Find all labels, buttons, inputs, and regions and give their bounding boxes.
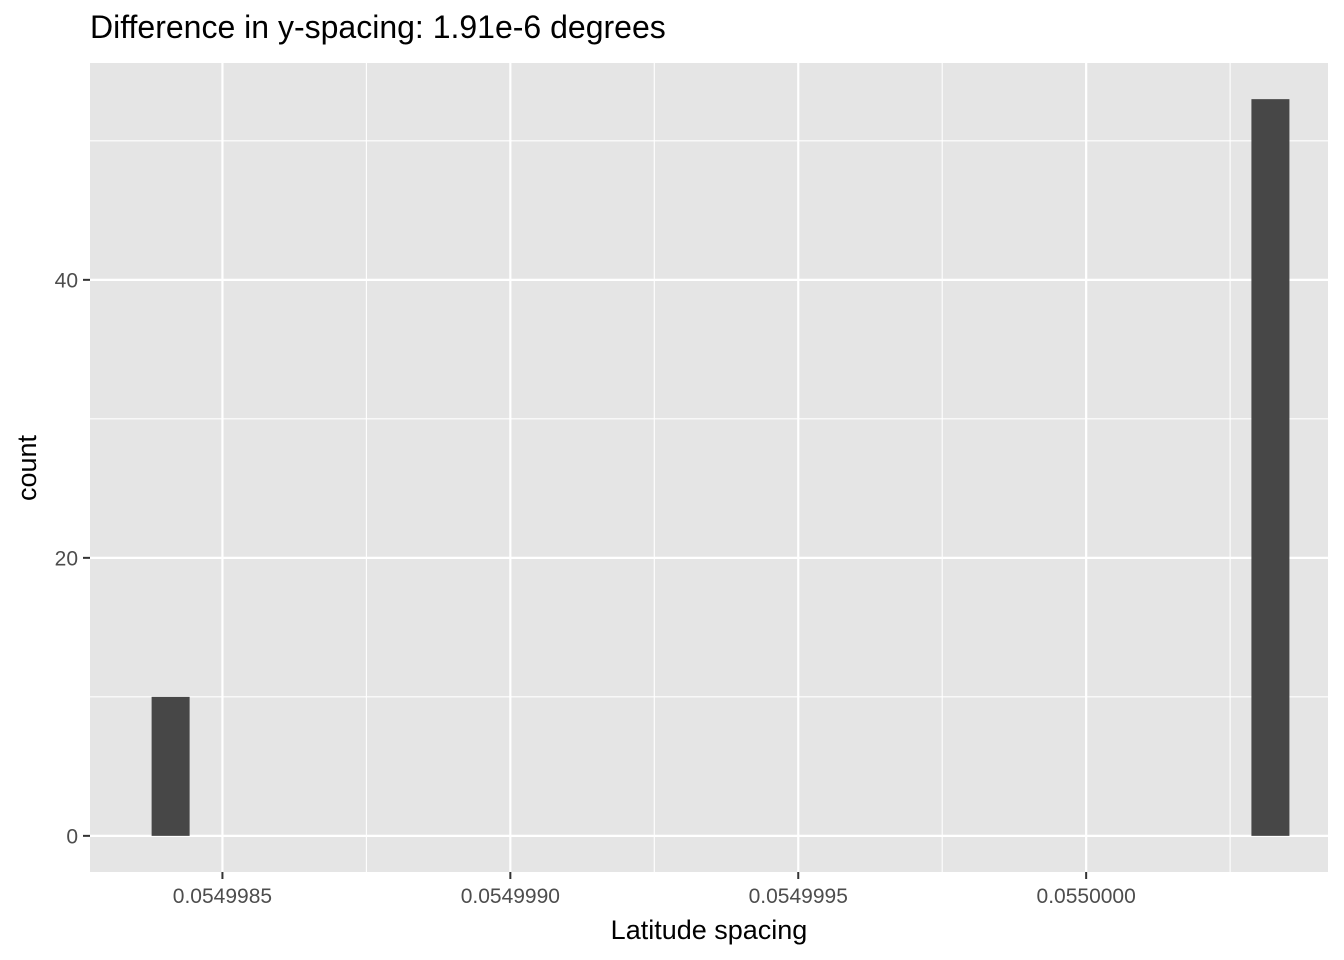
y-axis-title: count xyxy=(12,434,42,501)
histogram-bars xyxy=(151,99,1290,836)
x-axis: 0.0549985 0.0549990 0.0549995 0.0550000 xyxy=(173,872,1136,908)
minor-gridlines xyxy=(90,63,1328,872)
x-tick-label: 0.0549995 xyxy=(749,885,848,908)
x-tick-label: 0.0549985 xyxy=(173,885,272,908)
plot-panel xyxy=(90,63,1328,872)
x-axis-title: Latitude spacing xyxy=(611,915,808,945)
y-tick-label: 40 xyxy=(55,269,78,292)
y-axis: 0 20 40 xyxy=(55,269,90,848)
histogram-bar-1 xyxy=(151,696,190,836)
y-tick-label: 0 xyxy=(66,825,78,848)
histogram-bar-2 xyxy=(1251,99,1290,836)
x-tick-label: 0.0549990 xyxy=(461,885,560,908)
major-gridlines xyxy=(90,63,1328,872)
y-tick-label: 20 xyxy=(55,547,78,570)
x-tick-label: 0.0550000 xyxy=(1037,885,1136,908)
chart-title: Difference in y-spacing: 1.91e-6 degrees xyxy=(90,9,666,45)
